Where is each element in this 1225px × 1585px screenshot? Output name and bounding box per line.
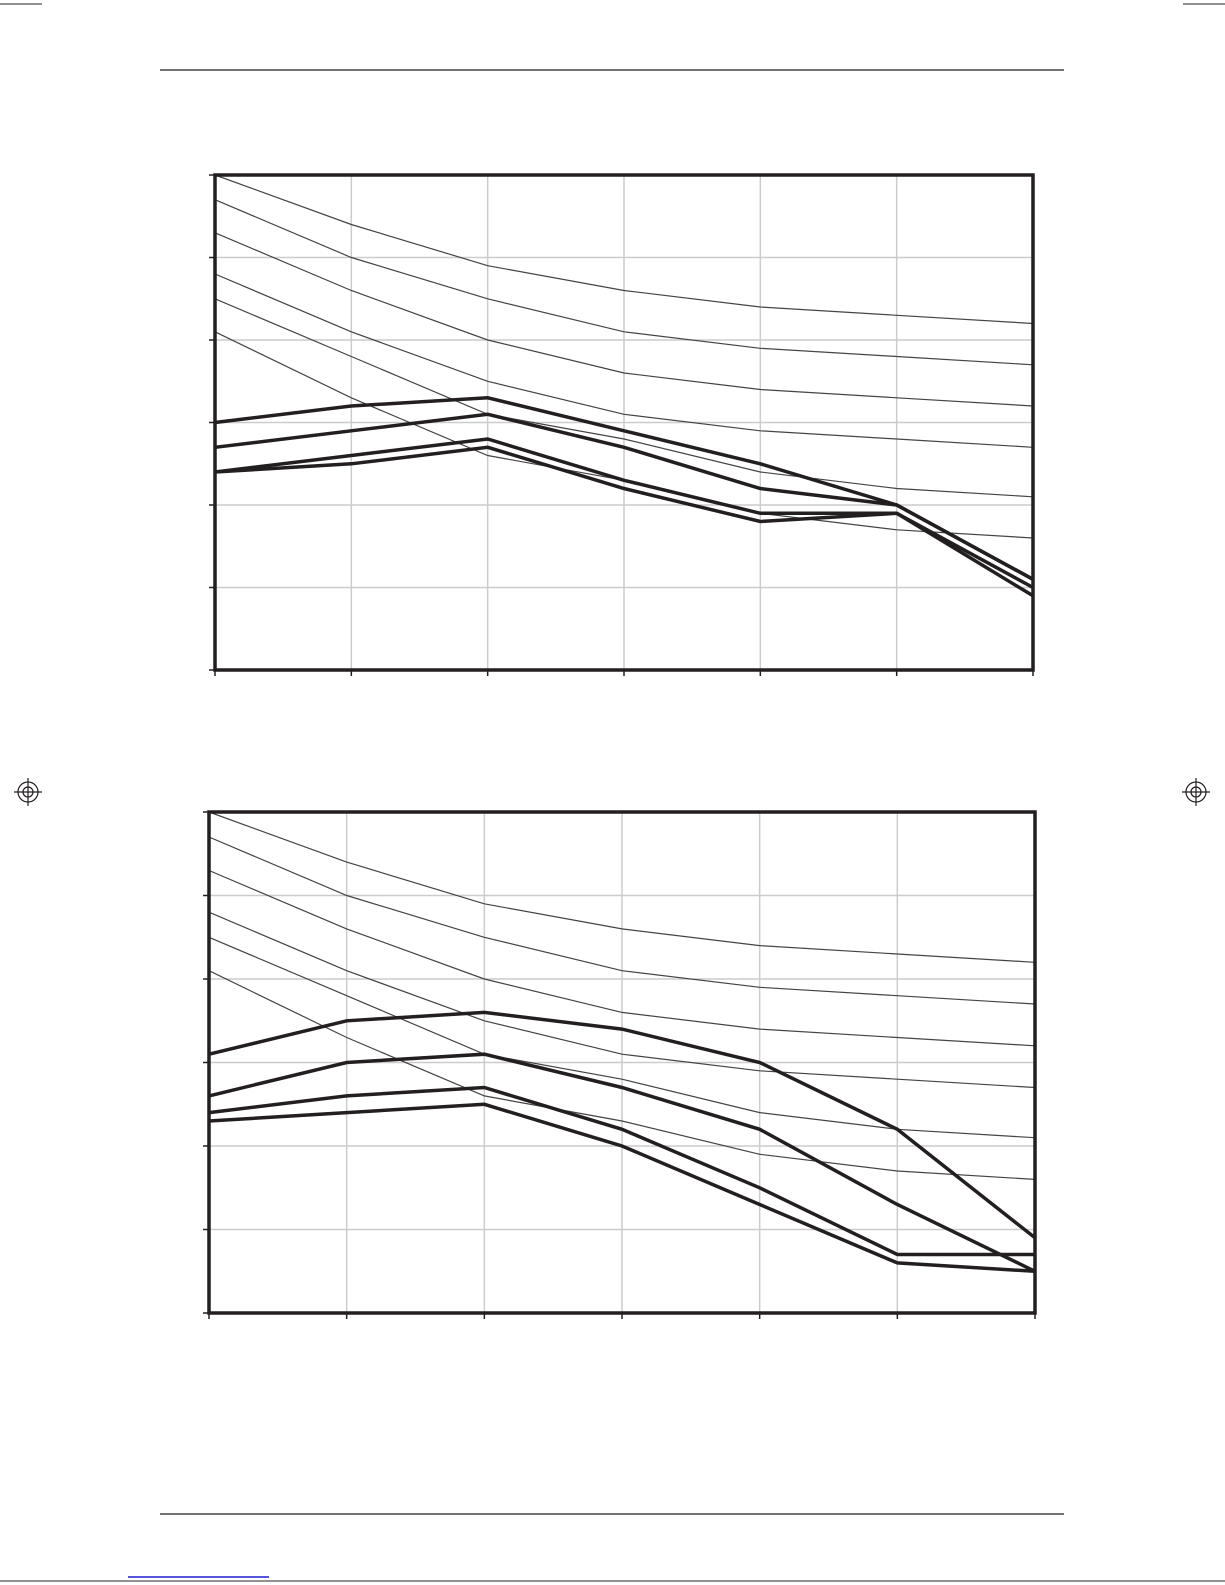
series-line-5 bbox=[214, 298, 1034, 498]
registration-mark-right-icon bbox=[1182, 778, 1210, 806]
series-line-7 bbox=[208, 1010, 1037, 1240]
series-line-1 bbox=[214, 174, 1034, 325]
series-line-2 bbox=[208, 836, 1036, 1005]
series-line-6 bbox=[208, 970, 1036, 1180]
series-line-1 bbox=[208, 811, 1036, 963]
series-line-3 bbox=[208, 869, 1036, 1047]
chart-bottom bbox=[203, 810, 1037, 1319]
series-line-3 bbox=[214, 232, 1034, 407]
series-line-10 bbox=[214, 445, 1034, 590]
series-line-4 bbox=[208, 911, 1036, 1089]
series-line-8 bbox=[208, 1052, 1036, 1273]
registration-mark-left-icon bbox=[14, 778, 42, 806]
series-line-4 bbox=[214, 273, 1034, 448]
series-line-8 bbox=[214, 412, 1034, 581]
chart-top bbox=[209, 173, 1035, 676]
series-line-2 bbox=[214, 199, 1034, 366]
series-line-9 bbox=[208, 1085, 1035, 1257]
series-line-10 bbox=[208, 1102, 1036, 1274]
